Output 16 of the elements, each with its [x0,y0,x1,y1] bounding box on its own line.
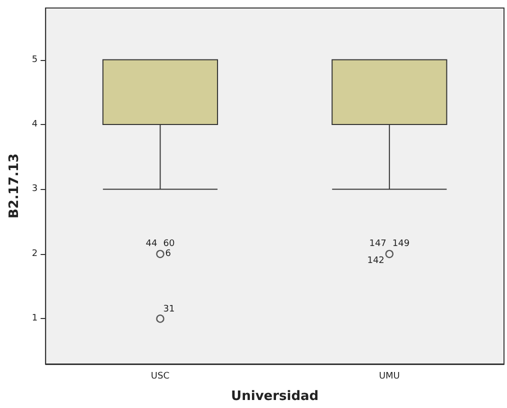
annotation: 147 [369,238,386,249]
annotation: 142 [367,256,384,266]
annotation: 149 [392,238,410,249]
y-tick-label: 5 [32,54,38,65]
annotation: 44 [146,238,158,249]
annotation: 60 [163,238,175,249]
y-tick-label: 4 [32,120,38,130]
y-axis-title: B2.17.13 [7,153,22,219]
annotation: 31 [163,304,175,315]
y-tick-label: 2 [32,248,38,259]
y-tick-label: 3 [32,184,38,194]
x-tick-label: USC [150,372,170,382]
annotation: 6 [165,248,172,259]
x-axis-title: Universidad [231,389,319,404]
x-tick-label: UMU [378,372,400,382]
y-tick-label: 1 [32,314,38,324]
